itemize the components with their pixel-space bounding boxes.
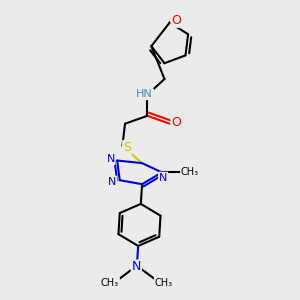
Text: S: S — [123, 141, 131, 154]
Text: CH₃: CH₃ — [181, 167, 199, 177]
Text: N: N — [159, 172, 167, 183]
Text: N: N — [106, 154, 115, 164]
Text: N: N — [108, 176, 117, 187]
Text: HN: HN — [136, 89, 153, 99]
Text: CH₃: CH₃ — [101, 278, 119, 288]
Text: CH₃: CH₃ — [154, 278, 173, 288]
Text: O: O — [171, 14, 181, 27]
Text: N: N — [132, 260, 141, 274]
Text: O: O — [171, 116, 181, 129]
